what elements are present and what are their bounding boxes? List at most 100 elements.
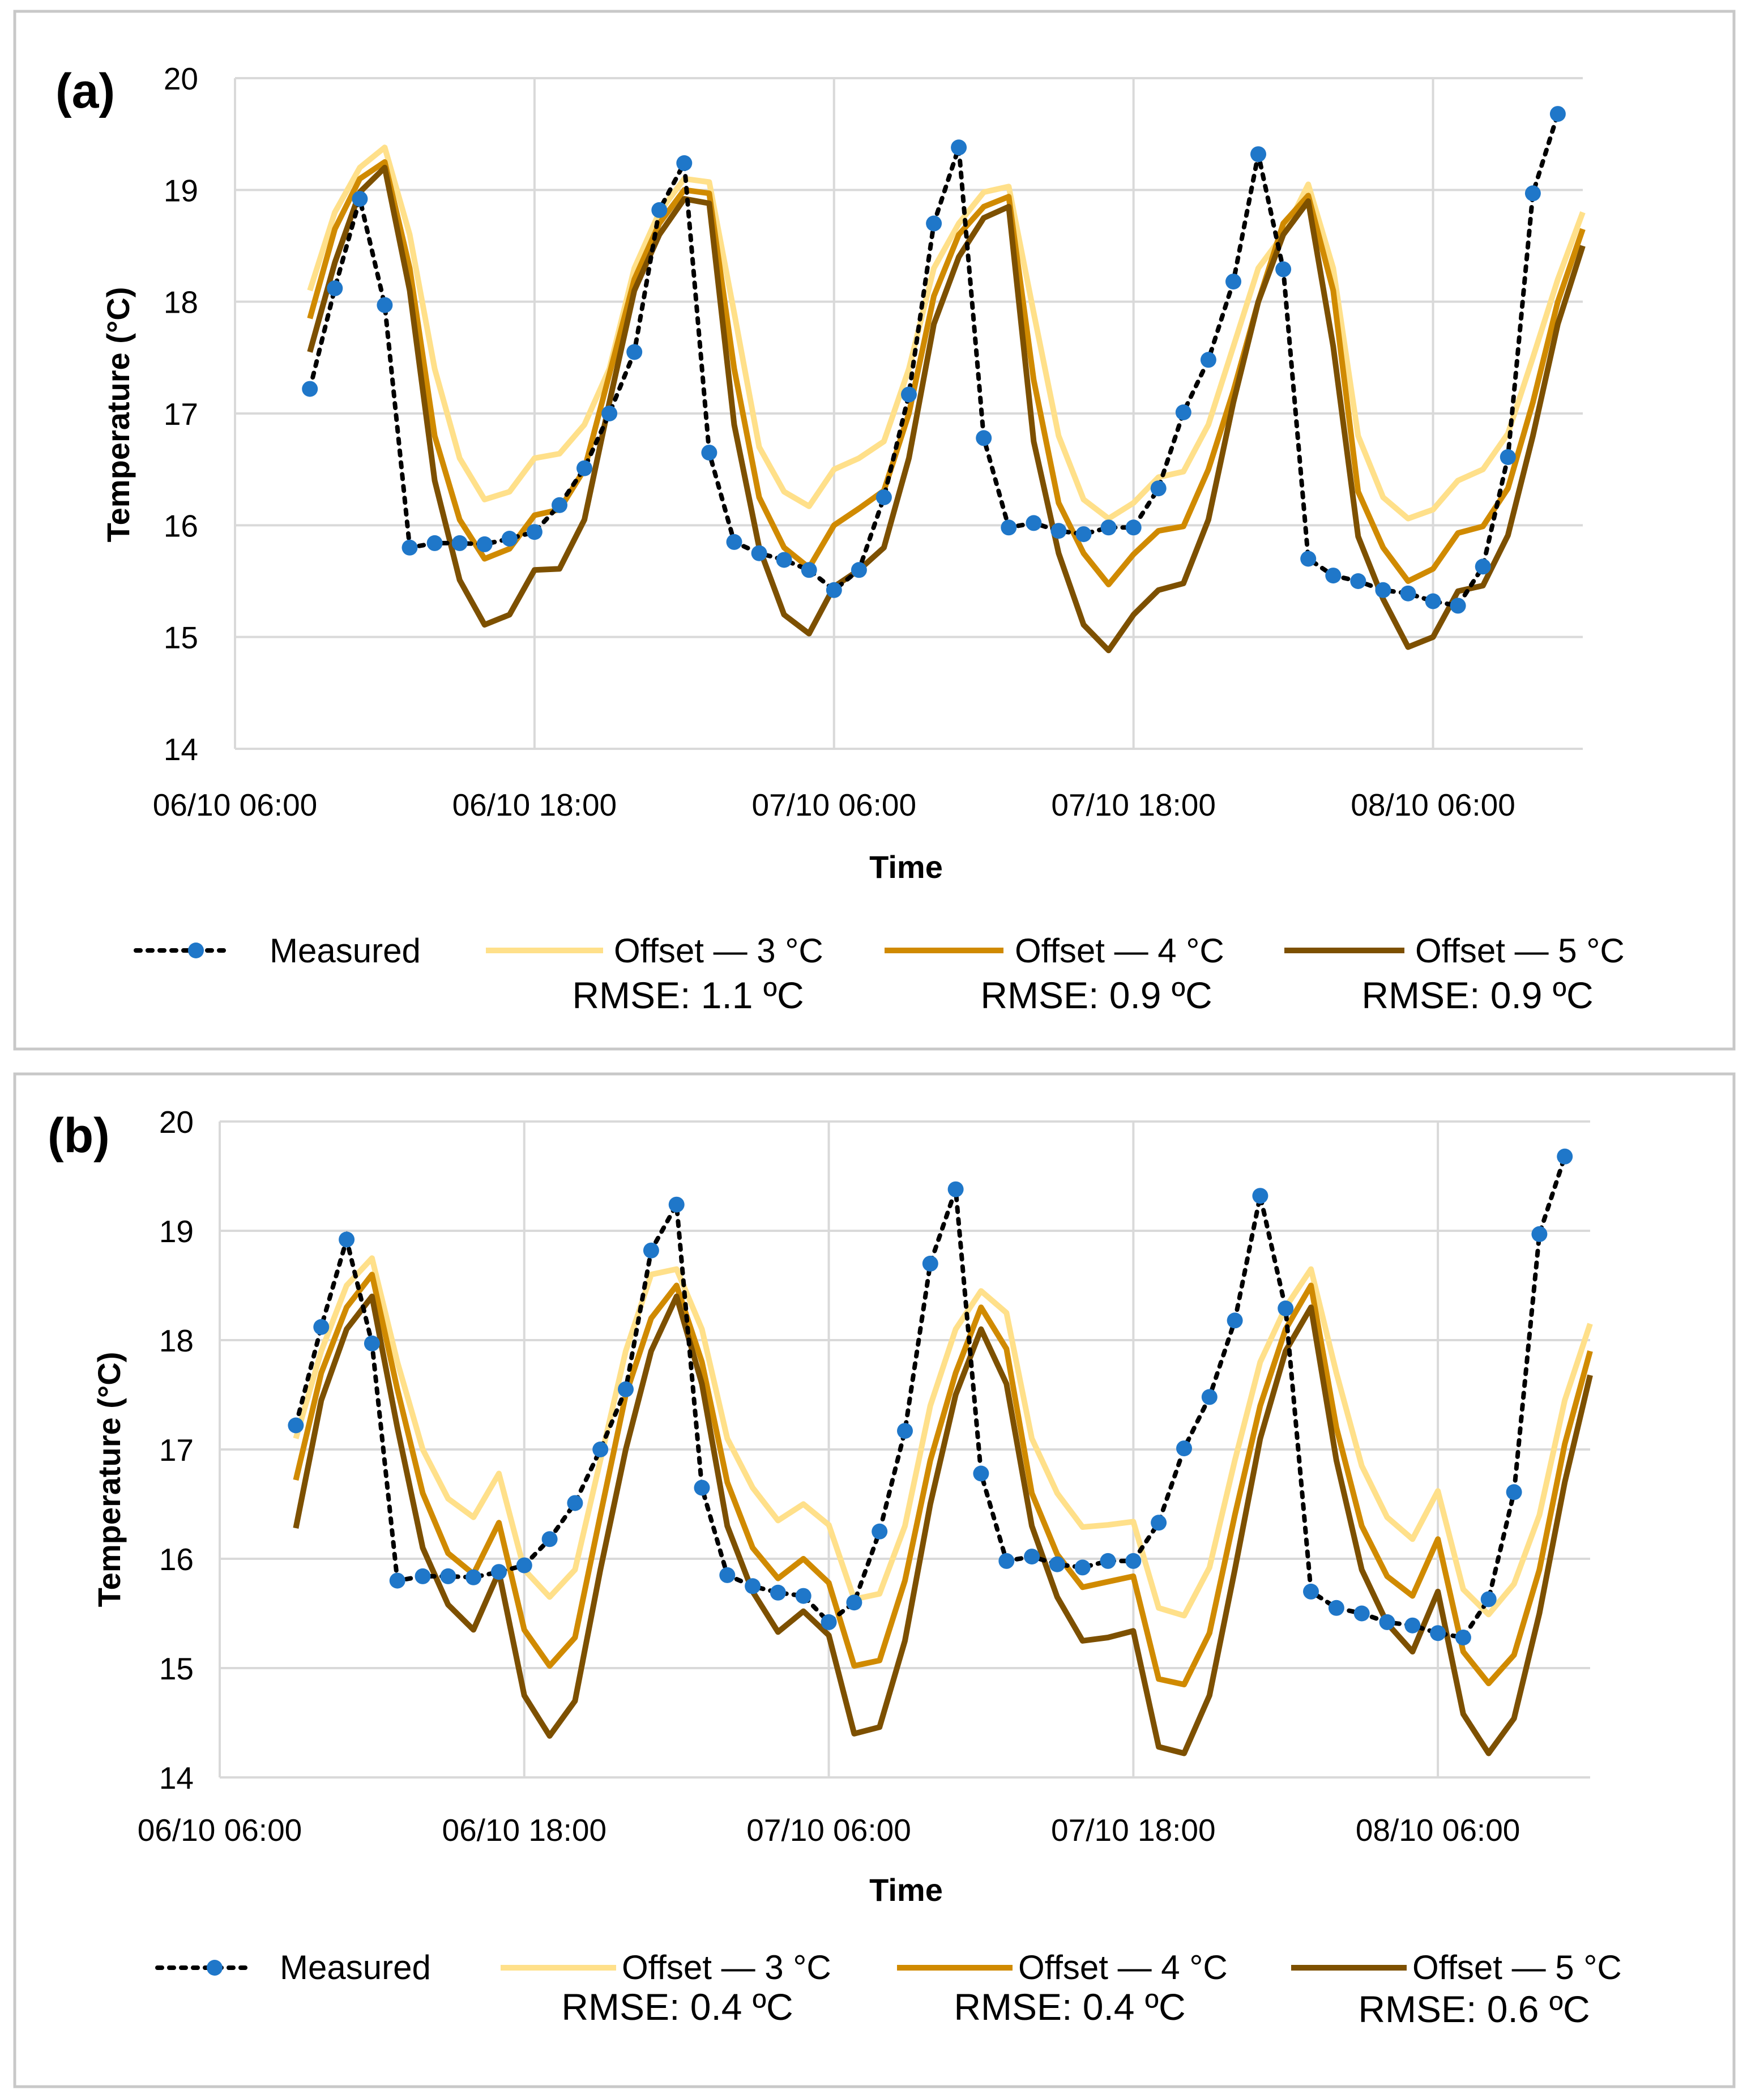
series-offset-5-line <box>293 1293 1593 1756</box>
x-tick-label: 07/10 06:00 <box>751 787 916 822</box>
measured-point <box>821 1614 837 1630</box>
measured-point <box>1176 1440 1192 1457</box>
measured-point <box>1175 404 1191 420</box>
measured-point <box>694 1479 710 1496</box>
series-offset-3-line <box>293 1255 1593 1619</box>
measured-point <box>1125 1553 1142 1569</box>
legend-offset5-a-label: Offset — 5 °C <box>1415 932 1625 970</box>
legend-offset4-b-label: Offset — 4 °C <box>1018 1948 1228 1986</box>
panel-a-label: (a) <box>55 64 115 118</box>
x-tick-label: 06/10 18:00 <box>442 1813 606 1848</box>
y-tick-label: 16 <box>159 1542 194 1577</box>
panel-a-xticks: 06/10 06:00 06/10 18:00 07/10 06:00 07/10 1… <box>153 787 1515 822</box>
measured-point <box>1227 1312 1243 1329</box>
measured-point <box>726 534 742 550</box>
measured-point <box>364 1335 380 1351</box>
y-tick-label: 18 <box>164 285 198 320</box>
y-tick-label: 17 <box>164 396 198 432</box>
measured-point <box>1201 1389 1218 1405</box>
measured-point <box>701 445 717 461</box>
measured-point <box>922 1255 938 1272</box>
measured-point <box>1549 106 1566 122</box>
rmse-offset5-a: RMSE: 0.9 ºC <box>1361 974 1593 1016</box>
y-tick-label: 20 <box>164 61 198 96</box>
measured-point <box>1353 1605 1370 1622</box>
measured-point <box>476 536 493 552</box>
measured-point <box>1303 1583 1319 1600</box>
panel-b-yticks: 14 15 16 17 18 19 20 <box>159 1105 194 1796</box>
x-tick-label: 07/10 18:00 <box>1051 787 1216 822</box>
measured-point <box>415 1568 431 1584</box>
measured-point <box>501 531 518 547</box>
panel-b-x-title: Time <box>869 1872 943 1908</box>
y-tick-label: 18 <box>159 1323 194 1358</box>
legend-offset5-b: Offset — 5 °C <box>1291 1948 1622 1986</box>
measured-point <box>719 1567 736 1583</box>
legend-offset4-b: Offset — 4 °C <box>897 1948 1228 1986</box>
measured-point <box>668 1196 685 1213</box>
measured-point <box>1050 523 1067 539</box>
measured-point <box>1151 1515 1167 1531</box>
measured-point <box>901 386 917 403</box>
y-tick-label: 15 <box>159 1651 194 1686</box>
measured-point <box>1300 551 1317 567</box>
y-tick-label: 19 <box>164 173 198 208</box>
measured-point <box>465 1569 482 1585</box>
rmse-offset3-b: RMSE: 0.4 ºC <box>561 1986 793 2028</box>
x-tick-label: 06/10 06:00 <box>138 1813 302 1848</box>
measured-point <box>1150 480 1167 497</box>
series-offset-3-line <box>307 144 1586 522</box>
rmse-offset4-b: RMSE: 0.4 ºC <box>954 1986 1185 2028</box>
legend-measured-a-label: Measured <box>270 932 421 970</box>
measured-point <box>1075 526 1092 543</box>
measured-point <box>402 539 418 556</box>
measured-point <box>313 1319 330 1335</box>
measured-point <box>751 545 767 561</box>
measured-point <box>795 1588 811 1604</box>
x-tick-label: 08/10 06:00 <box>1351 787 1515 822</box>
panel-a-legend: Measured Offset — 3 °C Offset — 4 °C Off… <box>134 932 1625 1016</box>
measured-point <box>567 1495 583 1511</box>
x-tick-label: 07/10 06:00 <box>746 1813 911 1848</box>
measured-point <box>541 1531 558 1547</box>
panel-a-y-title: Temperature (°C) <box>100 287 136 543</box>
measured-point <box>491 1564 507 1580</box>
measured-point <box>626 344 643 360</box>
legend-measured-b-label: Measured <box>280 1948 431 1986</box>
measured-point <box>1250 146 1266 163</box>
measured-point <box>1225 274 1241 290</box>
measured-point <box>1252 1188 1268 1204</box>
measured-point <box>1026 515 1042 531</box>
panel-b-legend: Measured Offset — 3 °C Offset — 4 °C Off… <box>155 1948 1622 2030</box>
measured-point <box>676 155 693 171</box>
measured-point <box>601 406 618 421</box>
measured-point <box>592 1442 609 1457</box>
measured-point <box>947 1181 964 1197</box>
measured-point <box>426 535 443 551</box>
measured-point <box>973 1465 989 1482</box>
measured-point <box>1328 1600 1344 1616</box>
measured-point <box>576 460 592 476</box>
measured-point <box>526 524 543 540</box>
measured-point <box>801 562 817 578</box>
measured-point <box>846 1594 862 1611</box>
legend-measured-a: Measured <box>134 932 421 970</box>
panel-b-label: (b) <box>48 1108 110 1163</box>
measured-point <box>1375 582 1391 598</box>
measured-point <box>1450 598 1466 614</box>
legend-offset5-b-label: Offset — 5 °C <box>1412 1948 1622 1986</box>
measured-point <box>745 1578 761 1594</box>
y-tick-label: 20 <box>159 1105 194 1140</box>
measured-point <box>1125 519 1142 536</box>
series-offset-5-line <box>307 164 1586 654</box>
measured-point <box>897 1423 913 1439</box>
legend-measured-b-marker <box>207 1960 223 1976</box>
legend-offset3-a: Offset — 3 °C <box>486 932 823 970</box>
measured-point <box>1557 1148 1573 1165</box>
legend-offset4-a-label: Offset — 4 °C <box>1015 932 1224 970</box>
measured-point <box>1024 1549 1040 1565</box>
measured-point <box>377 297 393 313</box>
measured-point <box>1455 1630 1471 1645</box>
legend-offset5-a: Offset — 5 °C <box>1284 932 1625 970</box>
measured-point <box>1074 1559 1091 1576</box>
